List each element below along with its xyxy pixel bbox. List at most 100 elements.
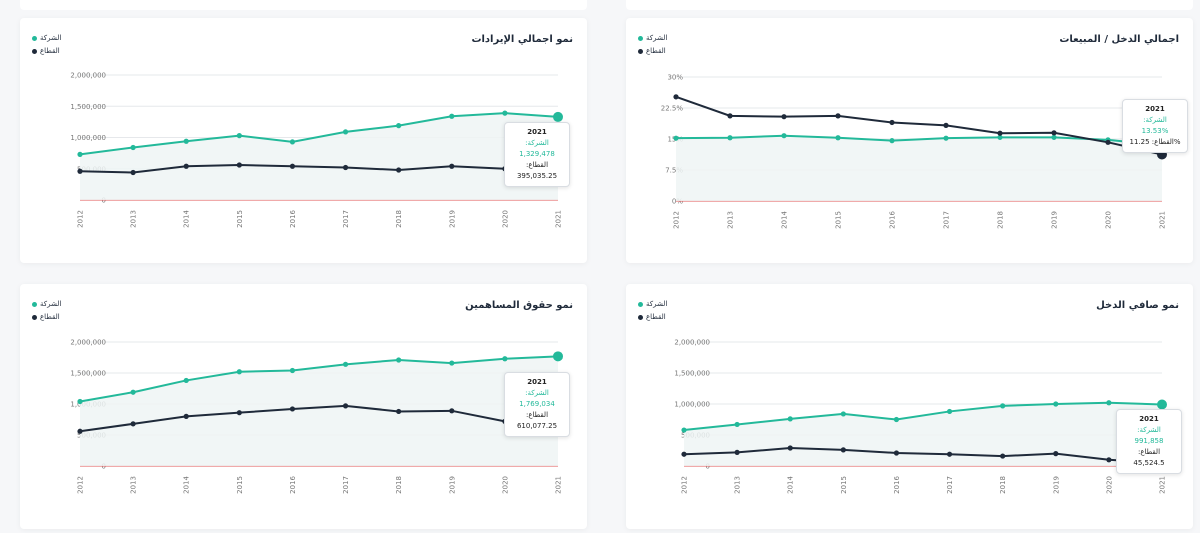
data-point-company (553, 111, 563, 122)
chart-tooltip: 2021 الشركة: 991,858 القطاع: 45,524.5 (1116, 409, 1182, 474)
data-point-sector (835, 113, 841, 119)
previous-card-bottom-left (20, 0, 587, 10)
data-point-company (553, 351, 563, 362)
data-point-sector (236, 162, 242, 168)
tooltip-year: 2021 (527, 128, 547, 136)
legend-item-sector[interactable]: القطاع (32, 311, 61, 324)
legend-item-sector[interactable]: القطاع (32, 45, 61, 58)
data-point-company (946, 408, 953, 415)
data-point-sector (449, 408, 455, 414)
data-point-company (77, 398, 83, 405)
x-tick-label: 2018 (395, 476, 403, 494)
x-tick-label: 2019 (448, 210, 456, 228)
data-point-company (673, 135, 679, 141)
chart-legend: الشركة القطاع (32, 32, 61, 58)
data-point-sector (289, 163, 296, 169)
data-point-company (1053, 401, 1059, 407)
data-point-company (130, 389, 136, 395)
x-tick-label: 2014 (183, 209, 191, 227)
y-tick-label: 2,000,000 (70, 72, 106, 80)
data-point-sector (673, 94, 679, 100)
data-point-company (1051, 134, 1057, 140)
legend-item-company[interactable]: الشركة (638, 298, 667, 311)
legend-item-sector[interactable]: القطاع (638, 45, 667, 58)
x-tick-label: 2013 (130, 210, 138, 228)
legend-label: القطاع (646, 313, 666, 321)
data-point-company (77, 151, 83, 157)
tooltip-company-value: الشركة: 1,769,034 (519, 389, 555, 408)
legend-dot-company-icon (32, 302, 37, 307)
data-point-sector (1105, 139, 1111, 145)
area-fill (80, 356, 558, 466)
y-tick-label: 1,500,000 (70, 103, 106, 111)
x-tick-label: 2012 (681, 476, 689, 494)
y-tick-label: 1,000,000 (70, 134, 106, 142)
data-point-company (1000, 403, 1006, 409)
data-point-sector (342, 164, 349, 171)
data-point-sector (396, 167, 402, 173)
x-tick-label: 2016 (893, 475, 901, 493)
data-point-company (781, 133, 787, 139)
data-point-company (893, 416, 900, 423)
x-tick-label: 2018 (997, 211, 1005, 229)
legend-item-sector[interactable]: القطاع (638, 311, 667, 324)
legend-item-company[interactable]: الشركة (32, 298, 61, 311)
data-point-company (889, 138, 895, 144)
chart-legend: الشركة القطاع (638, 298, 667, 324)
data-point-company (835, 135, 841, 141)
data-point-company (396, 123, 402, 129)
x-tick-label: 2015 (840, 476, 848, 494)
x-tick-label: 2019 (1052, 476, 1060, 494)
chart-title: نمو اجمالي الإيرادات (471, 34, 573, 45)
legend-item-company[interactable]: الشركة (638, 32, 667, 45)
area-fill (684, 402, 1162, 466)
chart-legend: الشركة القطاع (32, 298, 61, 324)
data-point-company (943, 135, 949, 141)
data-point-sector (77, 428, 83, 434)
legend-dot-sector-icon (638, 49, 643, 54)
data-point-company (1106, 400, 1112, 406)
legend-dot-sector-icon (32, 49, 37, 54)
x-tick-label: 2012 (77, 476, 85, 494)
series-line-sector (675, 95, 1163, 156)
data-point-company (289, 139, 296, 145)
x-tick-label: 2019 (1051, 211, 1059, 229)
data-point-sector (1106, 457, 1112, 463)
previous-card-bottom-right (626, 0, 1193, 10)
legend-dot-sector-icon (32, 315, 37, 320)
data-point-sector (840, 447, 846, 453)
legend-label: الشركة (646, 34, 668, 42)
x-tick-label: 2021 (1159, 476, 1167, 494)
chart-card-revenue: نمو اجمالي الإيرادات الشركة القطاع 2,000… (20, 18, 587, 263)
legend-dot-sector-icon (638, 315, 643, 320)
data-point-sector (77, 168, 83, 174)
x-tick-label: 2018 (999, 476, 1007, 494)
data-point-company (289, 367, 296, 374)
data-point-sector (787, 445, 793, 451)
x-tick-label: 2015 (835, 211, 843, 229)
chart-tooltip: 2021 الشركة: 1,769,034 القطاع: 610,077.2… (504, 372, 570, 437)
data-point-company (342, 129, 349, 135)
legend-dot-company-icon (638, 36, 643, 41)
area-fill (676, 135, 1162, 201)
y-tick-label: 1,500,000 (674, 370, 710, 378)
data-point-company (396, 357, 402, 363)
x-tick-label: 2016 (289, 475, 297, 493)
series-line-sector (79, 163, 559, 177)
chart-legend: الشركة القطاع (638, 32, 667, 58)
x-tick-label: 2020 (501, 476, 509, 494)
y-tick-label: 22.5% (661, 105, 684, 113)
x-tick-label: 2013 (734, 476, 742, 494)
legend-label: القطاع (646, 47, 666, 55)
chart-card-net-income: نمو صافي الدخل الشركة القطاع 2,000,000 1,… (626, 284, 1193, 529)
legend-item-company[interactable]: الشركة (32, 32, 61, 45)
data-point-sector (1053, 451, 1059, 457)
chart-card-equity: نمو حقوق المساهمين الشركة القطاع 2,000,0… (20, 284, 587, 529)
tooltip-year: 2021 (1145, 105, 1165, 113)
area-fill (80, 113, 558, 200)
data-point-company (183, 138, 189, 144)
data-point-sector (781, 114, 787, 120)
chart-title: اجمالي الدخل / المبيعات (1059, 34, 1179, 45)
chart-tooltip: 2021 الشركة: 13.53% القطاع: 11.25% (1122, 99, 1188, 153)
x-tick-label: 2014 (781, 210, 789, 228)
